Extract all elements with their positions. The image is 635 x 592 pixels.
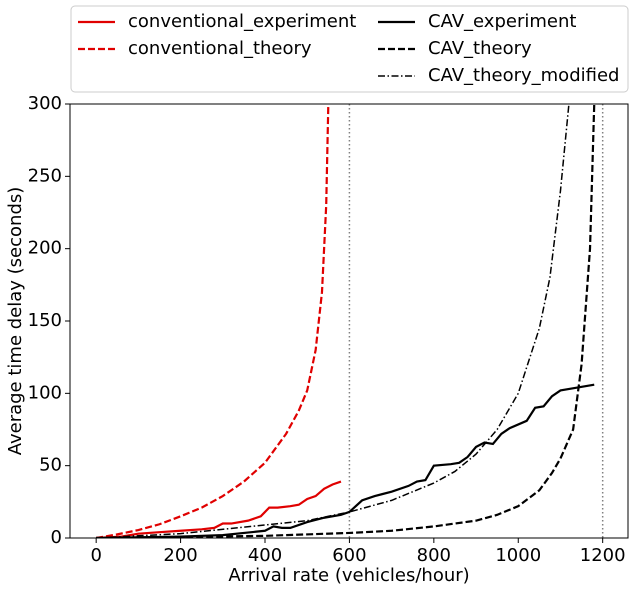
x-tick-label: 1000 [495, 545, 541, 566]
y-tick-label: 150 [28, 310, 62, 331]
legend-label: conventional_experiment [128, 11, 356, 32]
y-tick-label: 250 [28, 165, 62, 186]
series-line [96, 104, 596, 538]
x-axis-label: Arrival rate (vehicles/hour) [228, 565, 469, 586]
y-tick-label: 200 [28, 238, 62, 259]
y-tick-label: 100 [28, 382, 62, 403]
x-tick-label: 600 [332, 545, 366, 566]
plot-area [95, 104, 596, 538]
x-tick-label: 1200 [580, 545, 626, 566]
y-tick-label: 0 [51, 527, 62, 548]
y-tick-label: 300 [28, 93, 62, 114]
series-line [96, 104, 570, 538]
legend-label: CAV_experiment [428, 11, 576, 32]
x-tick-label: 800 [417, 545, 451, 566]
legend-label: conventional_theory [128, 38, 312, 59]
series-line [96, 480, 342, 538]
legend-box [70, 5, 629, 93]
x-tick-label: 400 [248, 545, 282, 566]
x-tick-label: 0 [90, 545, 101, 566]
legend-label: CAV_theory [428, 38, 532, 59]
y-axis-label: Average time delay (seconds) [5, 187, 26, 456]
series-line [96, 383, 595, 538]
y-tick-label: 50 [39, 455, 62, 476]
plot-frame [69, 103, 629, 539]
legend-label: CAV_theory_modified [428, 65, 619, 86]
series-line [95, 104, 330, 538]
x-tick-label: 200 [163, 545, 197, 566]
